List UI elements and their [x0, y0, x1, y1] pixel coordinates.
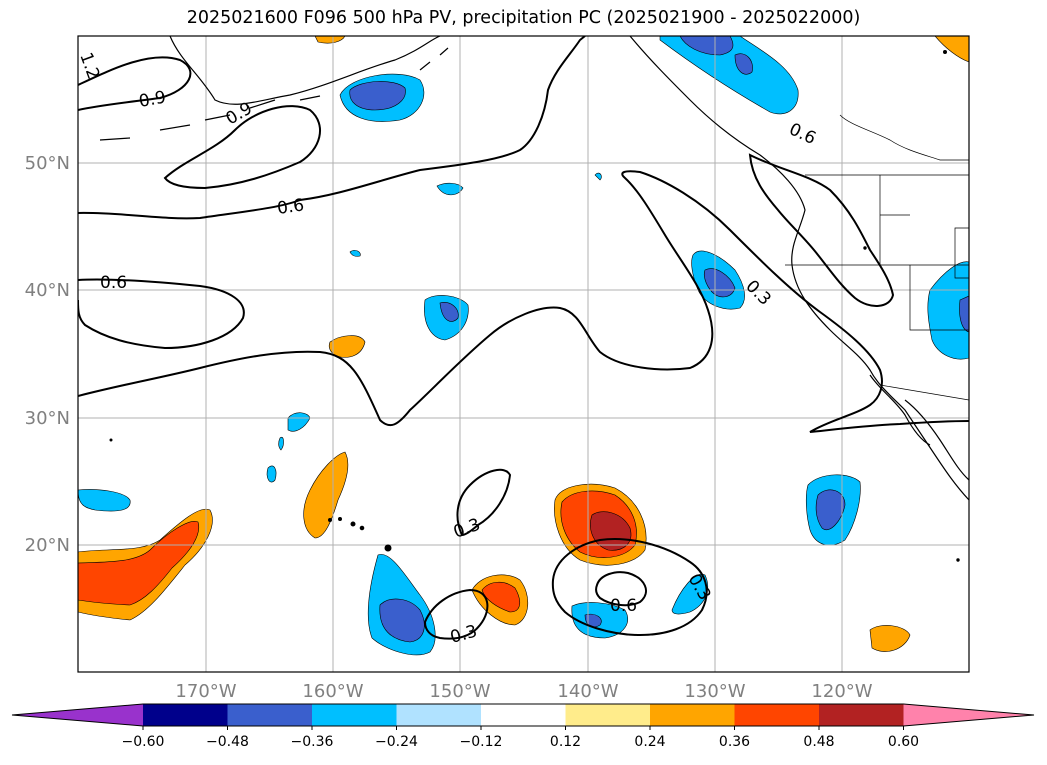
svg-text:0.6: 0.6: [276, 195, 306, 219]
pv-contours: [78, 36, 969, 640]
colorbar-extend-max: [903, 704, 1034, 726]
map-title: 2025021600 F096 500 hPa PV, precipitatio…: [186, 8, 861, 28]
lat-tick-label: 40°N: [25, 280, 70, 301]
lon-tick-label: 170°W: [175, 681, 236, 702]
lon-tick-label: 120°W: [811, 681, 872, 702]
colorbar-cell: [565, 704, 651, 726]
colorbar-tick-label: −0.24: [375, 734, 418, 750]
colorbar-tick-label: 0.12: [550, 734, 581, 750]
svg-text:0.9: 0.9: [137, 88, 167, 112]
latitude-axis: 20°N 30°N 40°N 50°N: [25, 153, 70, 556]
colorbar-tick-label: 0.60: [888, 734, 919, 750]
map-frame: [77, 35, 970, 673]
lat-tick-label: 50°N: [25, 153, 70, 174]
colorbar-cell: [227, 704, 313, 726]
colorbar-cell: [481, 704, 566, 726]
lon-tick-label: 160°W: [302, 681, 363, 702]
colorbar-tick-label: −0.36: [291, 734, 334, 750]
colorbar-extend-min: [12, 704, 143, 726]
colorbar-cell: [312, 704, 397, 726]
lat-tick-label: 20°N: [25, 535, 70, 556]
colorbar-tick-label: 0.36: [719, 734, 750, 750]
colorbar-tick-label: 0.24: [634, 734, 665, 750]
colorbar-cell: [819, 704, 904, 726]
precip-shading-positive: [78, 36, 969, 652]
colorbar-cell: [650, 704, 735, 726]
longitude-axis: 170°W 160°W 150°W 140°W 130°W 120°W: [175, 681, 872, 702]
colorbar-tick-label: 0.48: [803, 734, 834, 750]
colorbar-tick-label: −0.48: [206, 734, 249, 750]
svg-text:0.6: 0.6: [100, 273, 127, 293]
lon-tick-label: 150°W: [429, 681, 490, 702]
islands: [109, 50, 960, 562]
state-borders: [785, 114, 969, 401]
colorbar-cell: [143, 704, 228, 726]
coastlines: [99, 36, 969, 501]
lon-tick-label: 130°W: [684, 681, 745, 702]
svg-text:0.6: 0.6: [610, 596, 637, 616]
colorbar-tick-label: −0.12: [460, 734, 503, 750]
colorbar-tick-label: −0.60: [122, 734, 165, 750]
colorbar-cell: [396, 704, 482, 726]
lat-tick-label: 30°N: [25, 408, 70, 429]
lon-tick-label: 140°W: [557, 681, 618, 702]
colorbar-cell: [734, 704, 820, 726]
